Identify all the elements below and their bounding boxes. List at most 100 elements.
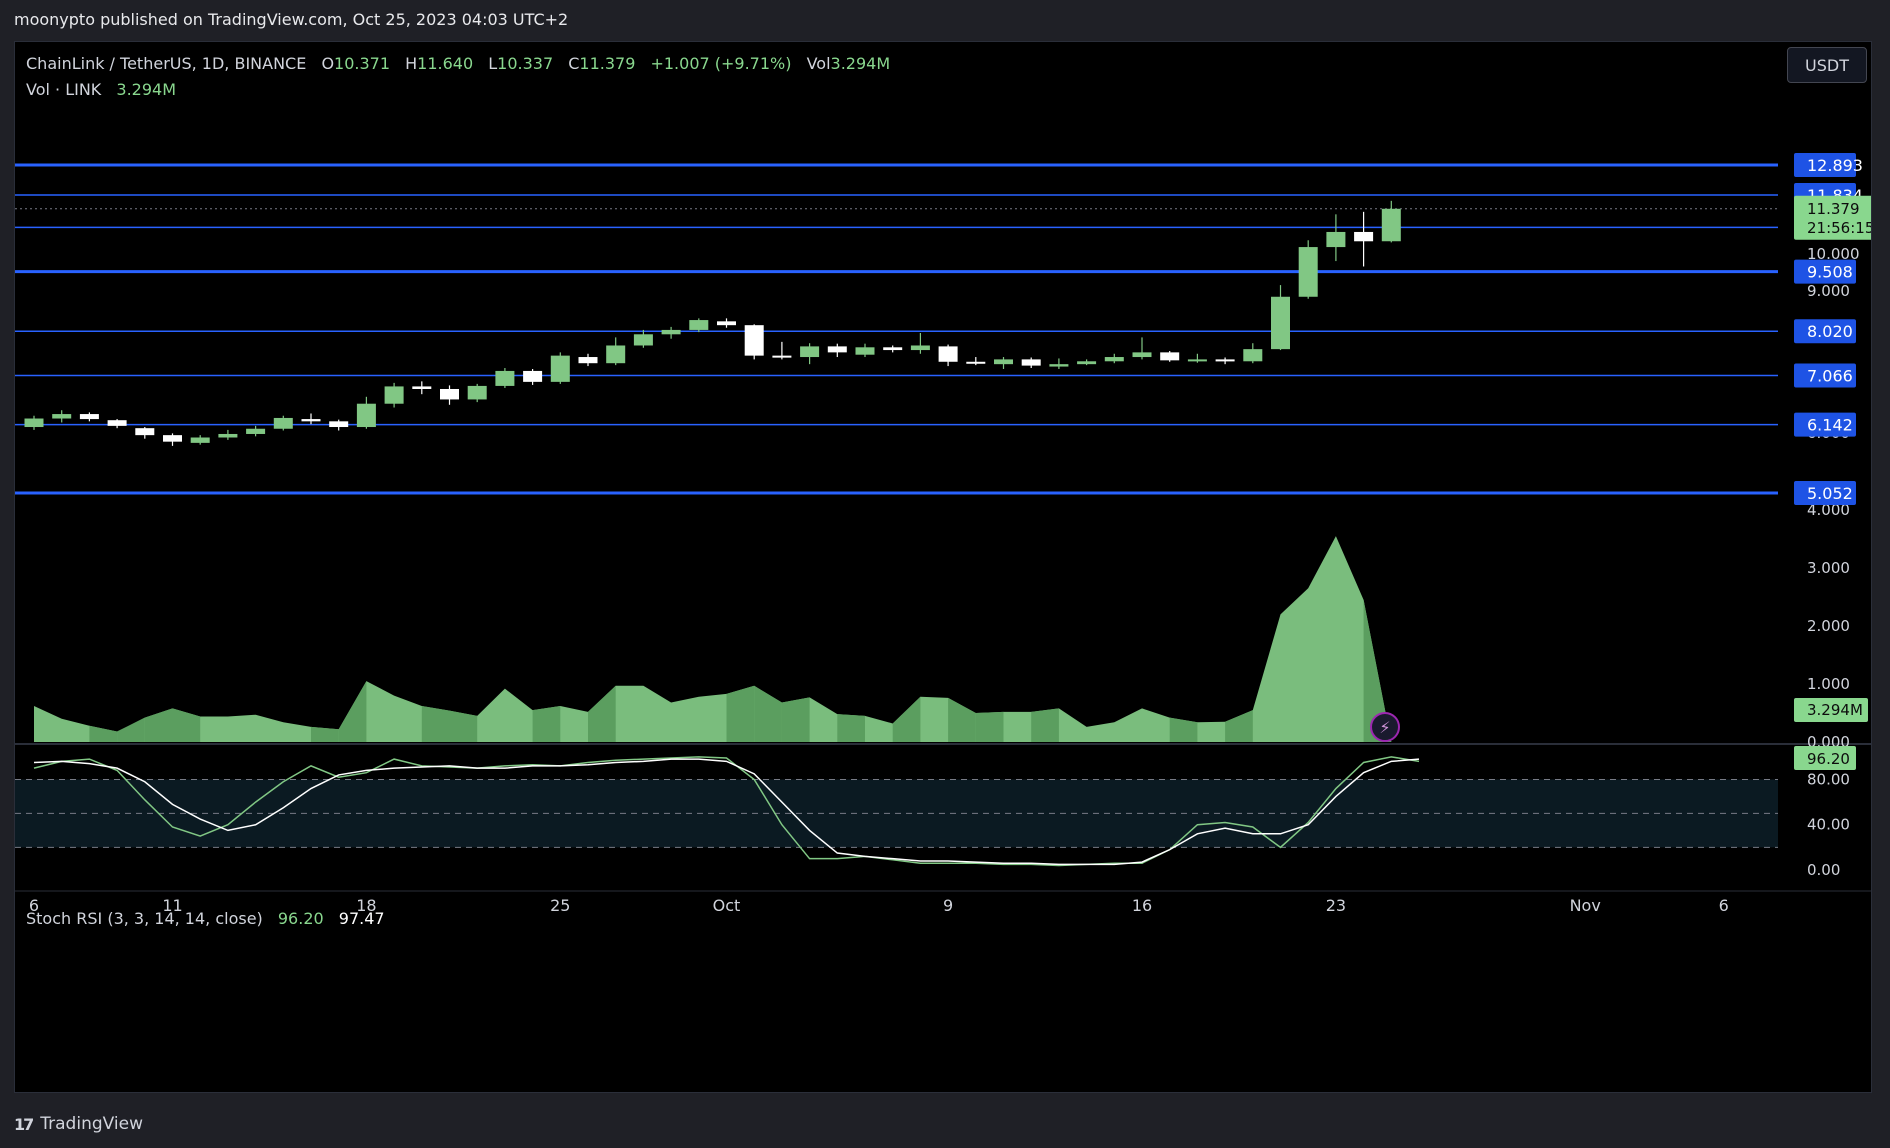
last-price-label: 11.379 (1807, 200, 1860, 218)
candle-body[interactable] (495, 370, 515, 386)
volume-down-segment (837, 714, 865, 742)
candle-body[interactable] (79, 414, 99, 420)
volume-area (34, 536, 1392, 742)
level-badge[interactable] (1794, 259, 1856, 284)
tradingview-logo-text[interactable]: TradingView (40, 1114, 143, 1134)
candle-body[interactable] (1271, 296, 1290, 350)
tradingview-logo-icon[interactable]: 17 (14, 1114, 34, 1134)
low-value: 10.337 (497, 54, 554, 73)
candle-body[interactable] (218, 433, 238, 438)
level-badge[interactable] (1794, 412, 1856, 437)
candle-body[interactable] (329, 421, 349, 428)
volume-down-segment (1225, 710, 1253, 742)
candle-body[interactable] (1160, 352, 1180, 361)
stoch-rsi-label[interactable]: Stoch RSI (3, 3, 14, 14, close) (26, 909, 263, 928)
candle-body[interactable] (883, 347, 903, 351)
candle-body[interactable] (1187, 359, 1207, 362)
last-price-badge[interactable] (1794, 195, 1871, 240)
lightning-icon[interactable] (1370, 712, 1400, 742)
candle-body[interactable] (994, 359, 1013, 365)
level-badge-label: 5.052 (1807, 484, 1853, 503)
candle-body[interactable] (1381, 208, 1401, 242)
candle-body[interactable] (356, 403, 376, 428)
candle-body[interactable] (412, 386, 432, 389)
candle-body[interactable] (1215, 359, 1235, 362)
volume-down-segment (172, 708, 201, 742)
candle-body[interactable] (938, 346, 958, 362)
level-badge-label: 7.066 (1807, 367, 1853, 386)
stoch-d-line (33, 758, 1420, 866)
candle-body[interactable] (744, 325, 764, 356)
candle-body[interactable] (661, 329, 681, 335)
level-badge-label: 6.142 (1807, 416, 1853, 435)
candle-body[interactable] (1104, 357, 1124, 362)
candle-body[interactable] (523, 370, 543, 382)
candle-body[interactable] (440, 388, 459, 400)
candle-body[interactable] (467, 385, 487, 400)
level-badge-label: 12.893 (1807, 156, 1863, 175)
level-badge[interactable] (1794, 481, 1856, 505)
price-axis-tick: 4.000 (1807, 501, 1850, 519)
vol-label: Vol (806, 54, 831, 73)
symbol-legend: ChainLink / TetherUS, 1D, BINANCE O10.37… (26, 54, 890, 73)
candle-body[interactable] (135, 428, 155, 436)
candle-body[interactable] (633, 334, 653, 346)
stoch-k-badge[interactable] (1794, 746, 1856, 770)
chart-frame[interactable]: 10.0009.0008.0007.0006.0005.0004.0003.00… (14, 41, 1872, 1093)
lightning-glyph: ⚡ (1379, 718, 1390, 737)
candle-body[interactable] (1132, 352, 1152, 358)
time-axis-tick: 6 (1719, 896, 1729, 915)
volume-badge-label: 3.294M (1807, 701, 1863, 719)
candle-body[interactable] (717, 321, 736, 326)
price-axis-tick: 3.000 (1807, 559, 1850, 577)
candle-body[interactable] (606, 345, 626, 364)
volume-series-label[interactable]: Vol · LINK (26, 80, 102, 99)
open-label: O (321, 54, 335, 73)
time-axis-tick: 16 (1132, 896, 1152, 915)
candle-body[interactable] (52, 414, 72, 419)
footer: 17 TradingView (14, 1111, 143, 1137)
volume-down-segment (754, 685, 782, 742)
candle-body[interactable] (1243, 349, 1263, 362)
candle-body[interactable] (689, 320, 709, 330)
level-badge-label: 8.020 (1807, 322, 1853, 341)
open-value: 10.371 (334, 54, 391, 73)
candle-body[interactable] (827, 346, 847, 353)
candle-body[interactable] (800, 346, 820, 358)
candle-body[interactable] (855, 347, 875, 355)
currency-button[interactable]: USDT (1787, 47, 1867, 83)
volume-down-segment (532, 706, 561, 742)
candle-body[interactable] (910, 345, 930, 351)
candle-body[interactable] (163, 435, 182, 442)
candle-body[interactable] (1354, 231, 1374, 242)
candle-body[interactable] (190, 437, 210, 443)
candle-body[interactable] (966, 361, 986, 364)
level-badge[interactable] (1794, 319, 1856, 344)
candle-body[interactable] (301, 419, 321, 422)
candle-body[interactable] (384, 386, 404, 404)
candle-body[interactable] (1021, 359, 1041, 366)
volume-down-segment (1031, 708, 1059, 742)
candle-body[interactable] (246, 428, 266, 434)
stoch-rsi-legend: Stoch RSI (3, 3, 14, 14, close) 96.20 97… (26, 909, 385, 928)
candle-body[interactable] (578, 357, 598, 364)
level-badge[interactable] (1794, 363, 1856, 388)
candle-body[interactable] (550, 355, 570, 382)
chart-canvas[interactable]: 10.0009.0008.0007.0006.0005.0004.0003.00… (15, 42, 1871, 1092)
time-axis-tick: 25 (550, 896, 570, 915)
price-axis-tick: 1.000 (1807, 675, 1850, 693)
level-badge[interactable] (1794, 153, 1856, 178)
candle-body[interactable] (24, 418, 44, 428)
candle-body[interactable] (107, 420, 127, 426)
candle-body[interactable] (772, 355, 792, 358)
level-badge-label: 9.508 (1807, 263, 1853, 282)
volume-down-segment (975, 711, 1004, 742)
candle-body[interactable] (273, 417, 293, 429)
volume-down-segment (311, 726, 339, 742)
candle-body[interactable] (1298, 247, 1318, 297)
candle-body[interactable] (1077, 361, 1097, 365)
volume-badge[interactable] (1794, 698, 1868, 722)
candle-body[interactable] (1049, 364, 1069, 367)
symbol-name[interactable]: ChainLink / TetherUS, 1D, BINANCE (26, 54, 307, 73)
candle-body[interactable] (1326, 231, 1346, 248)
